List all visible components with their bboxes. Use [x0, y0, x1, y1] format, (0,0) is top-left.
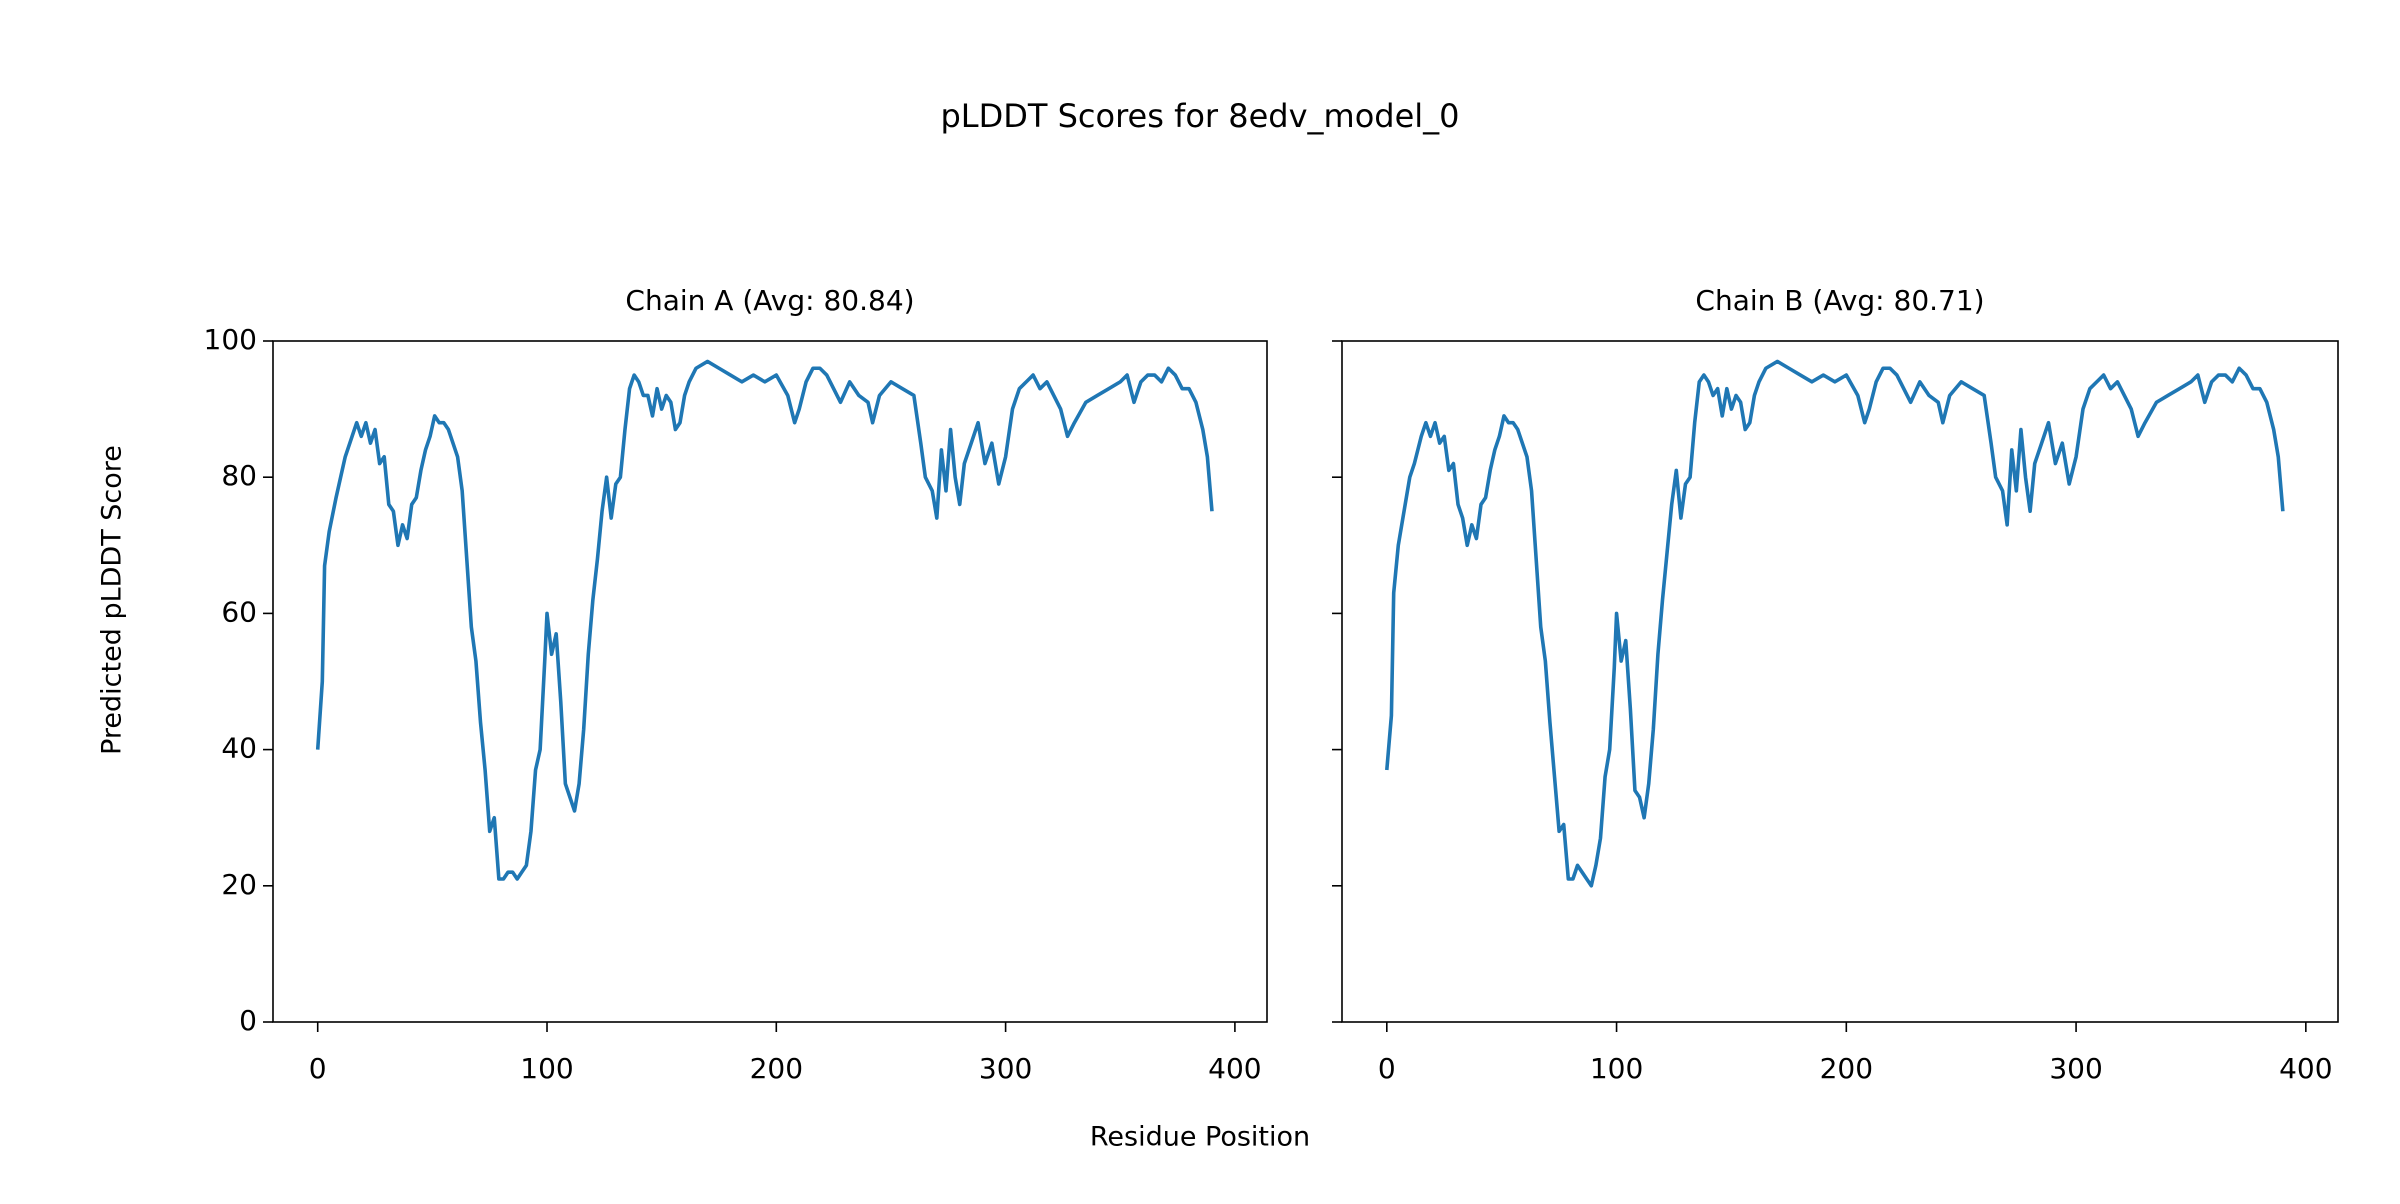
- subplot-title: Chain B (Avg: 80.71): [1695, 284, 1984, 317]
- x-tick-label: 300: [2049, 1052, 2102, 1085]
- x-tick-label: 0: [1378, 1052, 1396, 1085]
- y-tick-label: 80: [221, 459, 257, 492]
- figure-title: pLDDT Scores for 8edv_model_0: [940, 97, 1459, 135]
- y-tick-label: 60: [221, 595, 257, 628]
- axes-frame: [1341, 340, 2339, 1023]
- x-tick-label: 200: [750, 1052, 803, 1085]
- subplot-title: Chain A (Avg: 80.84): [625, 284, 914, 317]
- y-tick-label: 20: [221, 868, 257, 901]
- y-tick-label: 0: [239, 1004, 257, 1037]
- y-tick-label: 40: [221, 732, 257, 765]
- x-tick-label: 400: [1208, 1052, 1261, 1085]
- x-axis-label: Residue Position: [1090, 1122, 1310, 1153]
- x-tick-label: 300: [979, 1052, 1032, 1085]
- x-tick-label: 0: [309, 1052, 327, 1085]
- x-tick-label: 100: [1590, 1052, 1643, 1085]
- data-line: [315, 359, 1214, 881]
- y-axis-label: Predicted pLDDT Score: [97, 445, 128, 755]
- data-line: [1385, 359, 2285, 888]
- axes-frame: [272, 340, 1268, 1023]
- x-tick-label: 200: [1820, 1052, 1873, 1085]
- y-tick-label: 100: [204, 323, 257, 356]
- x-tick-label: 100: [520, 1052, 573, 1085]
- x-tick-label: 400: [2279, 1052, 2332, 1085]
